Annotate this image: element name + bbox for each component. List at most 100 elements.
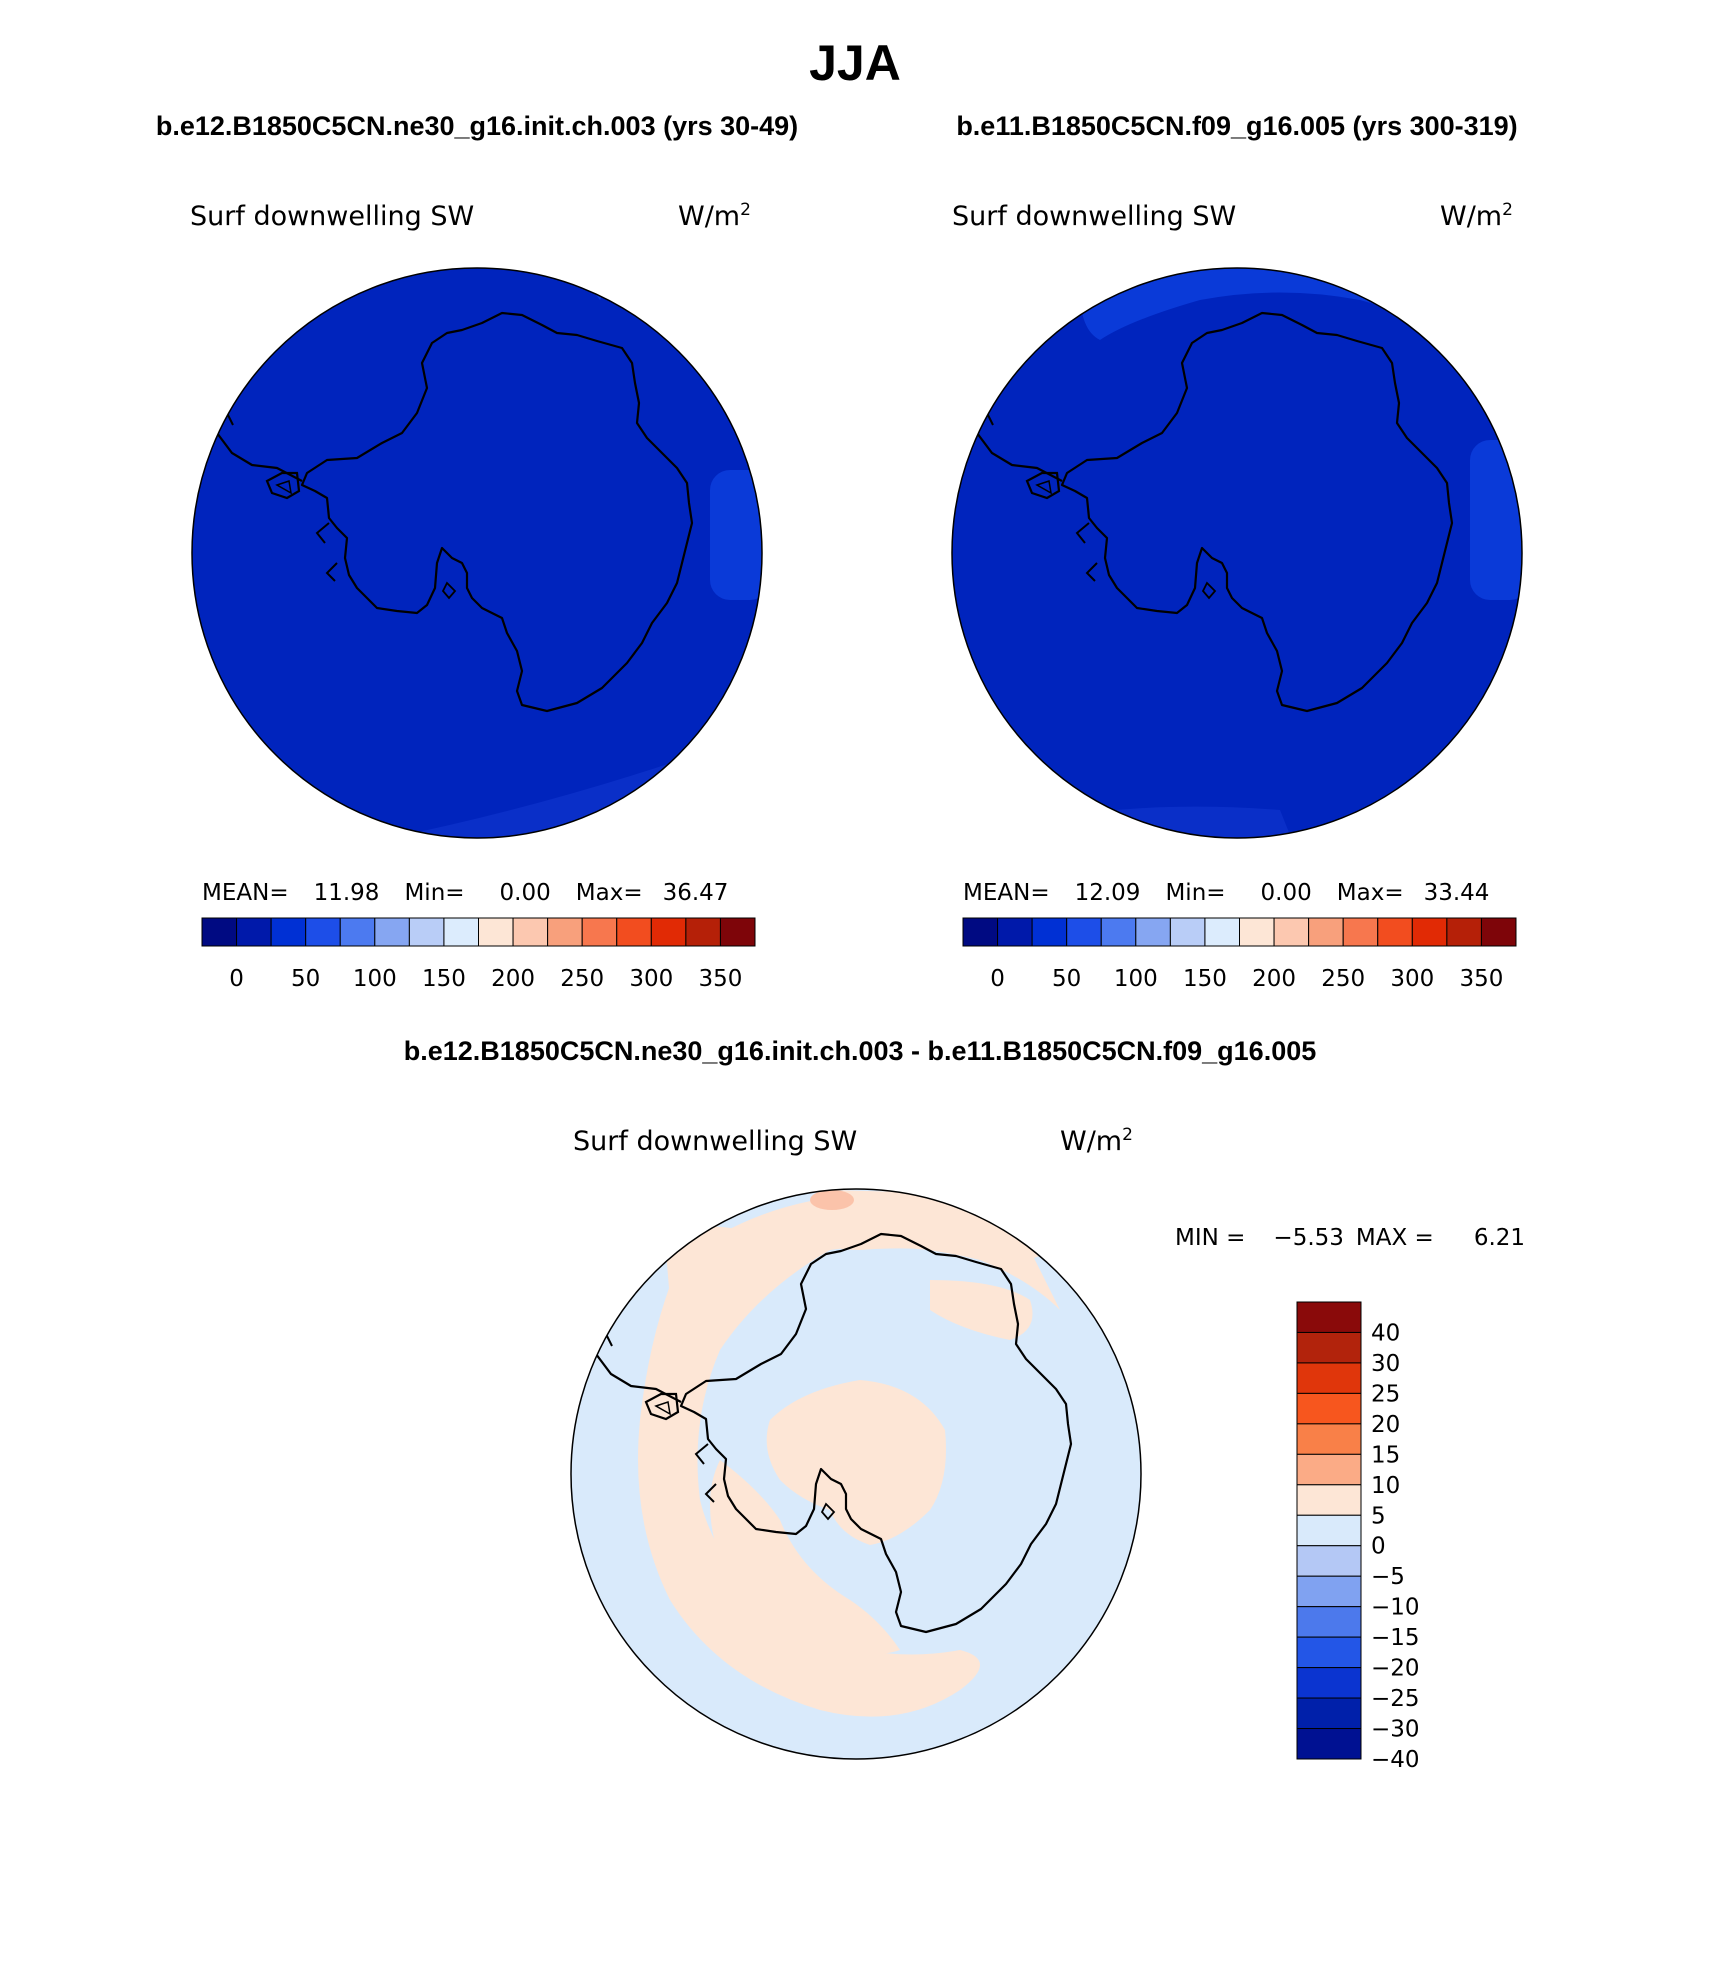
- diff-colorbar-swatch: [1296, 1667, 1362, 1699]
- panel-a-colorbar-tick-label: 150: [422, 966, 466, 992]
- panel-a-colorbar-swatch: [650, 917, 687, 947]
- panel-b-variable: Surf downwelling SW: [952, 201, 1236, 232]
- panel-b-colorbar-swatch: [1239, 917, 1275, 947]
- diff-colorbar-tick-label: 15: [1371, 1442, 1400, 1468]
- panel-a-units: W/m2: [678, 200, 751, 232]
- panel-b-colorbar-swatch: [1446, 917, 1482, 947]
- panel-a-colorbar-tick-label: 250: [560, 966, 604, 992]
- diff-colorbar-swatch: [1296, 1453, 1362, 1486]
- diff-colorbar-tick-label: 30: [1371, 1351, 1400, 1377]
- panel-a-stats: MEAN= 11.98 Min= 0.00 Max= 36.47: [202, 880, 728, 906]
- panel-b-colorbar-tick-label: 250: [1321, 966, 1365, 992]
- panel-b-map-border: [951, 267, 1523, 839]
- panel-b-units: W/m2: [1440, 200, 1513, 232]
- figure-title: JJA: [809, 35, 901, 91]
- diff-colorbar-tick-label: −15: [1371, 1625, 1420, 1651]
- panel-b-colorbar-swatch: [1066, 917, 1102, 947]
- panel-case-b: Surf downwelling SW W/m2 MEAN= 12.09 Min= 0…: [951, 200, 1523, 992]
- panel-b-colorbar-swatch: [1135, 917, 1171, 947]
- diff-colorbar-swatch: [1296, 1575, 1362, 1608]
- panel-a-colorbar-tick-label: 50: [291, 966, 320, 992]
- panel-a-colorbar-swatch: [236, 917, 272, 947]
- panel-a-colorbar-swatch: [305, 917, 341, 947]
- case-b-title: b.e11.B1850C5CN.f09_g16.005 (yrs 300-319…: [956, 111, 1517, 141]
- panel-a-colorbar-swatch: [339, 917, 376, 947]
- diff-title: b.e12.B1850C5CN.ne30_g16.init.ch.003 - b…: [404, 1036, 1317, 1066]
- diff-colorbar-swatch: [1296, 1514, 1362, 1547]
- panel-a-colorbar-swatch: [478, 917, 514, 947]
- diff-colorbar-swatch: [1296, 1484, 1362, 1516]
- diff-colorbar-swatch: [1296, 1331, 1362, 1364]
- panel-a-colorbar-swatch: [581, 917, 618, 947]
- panel-a-colorbar-swatch: [443, 917, 479, 947]
- diff-colorbar-swatch: [1296, 1423, 1362, 1455]
- panel-b-colorbar-tick-label: 300: [1390, 966, 1434, 992]
- panel-b-colorbar-tick-label: 350: [1459, 966, 1503, 992]
- diff-colorbar-tick-label: −5: [1371, 1564, 1405, 1590]
- panel-a-colorbar-tick-label: 300: [629, 966, 673, 992]
- panel-b-colorbar-tick-label: 50: [1052, 966, 1081, 992]
- panel-b-colorbar-swatch: [1377, 917, 1413, 947]
- panel-b-colorbar-tick-label: 100: [1114, 966, 1158, 992]
- panel-b-colorbar-swatch: [1169, 917, 1206, 947]
- panel-a-colorbar-tick-label: 0: [229, 966, 244, 992]
- diff-map-border: [570, 1188, 1142, 1760]
- panel-difference: Surf downwelling SW W/m2 MIN = −5.53 MAX =…: [570, 1125, 1525, 1773]
- panel-b-stats: MEAN= 12.09 Min= 0.00 Max= 33.44: [963, 880, 1489, 906]
- panel-b-colorbar-swatch: [997, 917, 1033, 947]
- panel-case-a: Surf downwelling SW W/m2 MEAN= 11.98 Min= 0…: [190, 200, 763, 992]
- panel-a-variable: Surf downwelling SW: [190, 201, 474, 232]
- panel-b-colorbar-swatch: [1308, 917, 1344, 947]
- panel-a-colorbar: 0 50 100 150 200 250 300 350: [201, 917, 756, 992]
- panel-b-colorbar-swatch: [1100, 917, 1137, 947]
- panel-b-colorbar-tick-label: 200: [1252, 966, 1296, 992]
- diff-colorbar-tick-label: 10: [1371, 1473, 1400, 1499]
- panel-b-colorbar-swatch: [1480, 917, 1517, 947]
- case-a-title: b.e12.B1850C5CN.ne30_g16.init.ch.003 (yr…: [156, 111, 798, 141]
- diff-colorbar-swatch: [1296, 1362, 1362, 1394]
- panel-a-colorbar-swatch: [374, 917, 410, 947]
- diff-units: W/m2: [1060, 1125, 1133, 1157]
- diff-colorbar-swatch: [1296, 1392, 1362, 1425]
- panel-b-colorbar-swatch: [1411, 917, 1448, 947]
- diff-colorbar-tick-label: 25: [1371, 1381, 1400, 1407]
- panel-a-colorbar-swatch: [512, 917, 549, 947]
- diff-colorbar-tick-label: −25: [1371, 1686, 1420, 1712]
- diff-colorbar: 40 30 25 20 15 10 5 0 −5 −10 −15 −20 −25 −30 −40: [1296, 1301, 1420, 1773]
- panel-a-colorbar-swatch: [408, 917, 445, 947]
- panel-a-colorbar-swatch: [270, 917, 307, 947]
- panel-a-colorbar-swatch: [547, 917, 583, 947]
- panel-b-colorbar-tick-label: 150: [1183, 966, 1227, 992]
- panel-a-colorbar-tick-label: 100: [353, 966, 397, 992]
- diff-map: [571, 1189, 1141, 1759]
- panel-b-colorbar-swatch: [1031, 917, 1068, 947]
- panel-a-colorbar-tick-label: 200: [491, 966, 535, 992]
- diff-colorbar-tick-label: 40: [1371, 1320, 1400, 1346]
- diff-colorbar-swatch: [1296, 1636, 1362, 1669]
- panel-b-colorbar-swatch: [1273, 917, 1310, 947]
- panel-a-map: [192, 268, 762, 838]
- diff-colorbar-tick-label: −20: [1371, 1656, 1420, 1682]
- panel-a-colorbar-swatch: [685, 917, 721, 947]
- diff-colorbar-tick-label: 5: [1371, 1503, 1386, 1529]
- diff-colorbar-swatch: [1296, 1728, 1362, 1760]
- panel-b-colorbar-swatch: [1342, 917, 1379, 947]
- diff-colorbar-swatch: [1296, 1301, 1362, 1333]
- diff-colorbar-tick-label: −30: [1371, 1717, 1420, 1743]
- panel-b-colorbar: 0 50 100 150 200 250 300 350: [962, 917, 1517, 992]
- diff-colorbar-tick-label: 20: [1371, 1412, 1400, 1438]
- diff-min-max: MIN = −5.53 MAX = 6.21: [1175, 1225, 1525, 1251]
- panel-b-colorbar-swatch: [1204, 917, 1240, 947]
- diff-colorbar-tick-label: 0: [1371, 1534, 1386, 1560]
- diff-variable: Surf downwelling SW: [573, 1126, 857, 1157]
- panel-b-map: [952, 268, 1522, 838]
- diff-colorbar-tick-label: −10: [1371, 1595, 1420, 1621]
- diff-colorbar-swatch: [1296, 1545, 1362, 1577]
- panel-a-colorbar-swatch: [616, 917, 652, 947]
- panel-a-map-border: [191, 267, 763, 839]
- diff-colorbar-swatch: [1296, 1606, 1362, 1638]
- panel-a-colorbar-swatch: [719, 917, 756, 947]
- panel-a-colorbar-tick-label: 350: [698, 966, 742, 992]
- panel-a-colorbar-swatch: [201, 917, 238, 947]
